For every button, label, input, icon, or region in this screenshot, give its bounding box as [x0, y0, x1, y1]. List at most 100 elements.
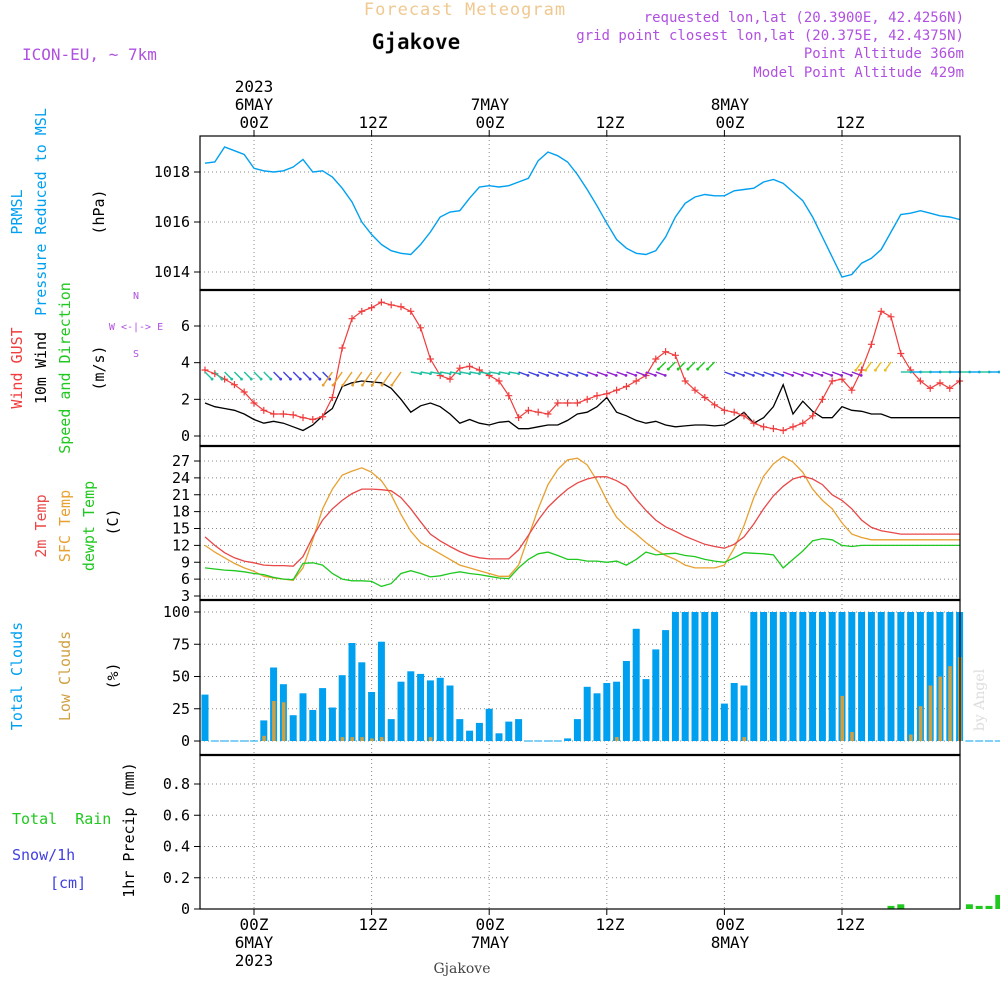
wind-direction-arrowhead: [791, 374, 794, 377]
top-year-label: 2023: [235, 77, 274, 96]
bottom-date-label: 6MAY: [235, 933, 274, 952]
total-cloud-bar: [573, 719, 581, 741]
y-tick-label: 2: [181, 390, 190, 408]
low-cloud-bar: [428, 737, 433, 741]
y-tick-label: 0: [181, 732, 190, 750]
wind-direction-arrow: [802, 371, 813, 377]
wind-direction-arrow: [342, 371, 353, 386]
wind-direction-arrowhead: [830, 374, 834, 377]
top-date-label: 6MAY: [235, 95, 274, 114]
wind-direction-arrow: [440, 371, 451, 375]
wind-direction-arrowhead: [666, 367, 670, 371]
wind-direction-arrow: [508, 371, 519, 375]
total-cloud-bar: [701, 612, 709, 741]
wind-direction-arrowhead: [761, 374, 765, 377]
wind-direction-arrow: [841, 371, 852, 377]
wind-direction-arrowhead: [732, 374, 736, 377]
rain-bar: [897, 904, 905, 909]
wind-gust-marker: [397, 303, 405, 311]
wind-direction-arrowhead: [419, 372, 423, 376]
wind-direction-arrow: [489, 371, 500, 375]
wind-gust-marker: [828, 377, 836, 385]
total-cloud-bar: [289, 715, 297, 741]
wind-direction-arrowhead: [289, 377, 292, 381]
rain-bar: [965, 904, 973, 909]
wind-direction-arrowhead: [595, 374, 598, 377]
wind-gust-marker: [818, 395, 826, 403]
wind-direction-arrow: [645, 371, 656, 377]
requested-coords: requested lon,lat (20.3900E, 42.4256N): [644, 10, 964, 26]
sfc-temp-series-line: [204, 455, 960, 581]
total-cloud-bar: [877, 612, 885, 741]
y-tick-label: 24: [172, 469, 190, 487]
wind-gust-marker: [358, 307, 366, 315]
total-cloud-bar: [681, 612, 689, 741]
total-cloud-bar: [387, 719, 395, 741]
wind-direction-arrowhead: [429, 372, 432, 376]
wind-gust-marker: [740, 412, 748, 420]
wind-gust-label: Wind GUST: [8, 327, 26, 408]
wind-direction-arrow: [596, 371, 607, 377]
wind-direction-arrow: [332, 371, 343, 386]
y-tick-label: 0: [181, 900, 190, 918]
wind-gust-marker: [603, 390, 611, 398]
wind-direction-arrowhead: [820, 374, 824, 377]
total-cloud-bar: [377, 641, 385, 741]
wind-direction-arrowhead: [624, 374, 628, 377]
top-tick-label: 12Z: [359, 113, 388, 132]
wind-gust-marker: [495, 377, 503, 385]
wind-direction-arrow: [528, 371, 539, 377]
wind-panel-labels: Wind GUST 10m Wind Speed and Direction (…: [8, 282, 163, 454]
total-cloud-bar: [769, 612, 777, 741]
temperature-panel-frame: [199, 445, 961, 601]
wind-gust-marker: [887, 313, 895, 321]
wind-direction-arrow: [381, 371, 392, 386]
wind-direction-arrow: [204, 371, 213, 380]
total-cloud-bar: [436, 677, 444, 741]
precip-panel-labels: Total Rain Snow/1h [cm] 1hr Precip (mm): [12, 762, 138, 897]
total-cloud-bar: [446, 685, 454, 741]
low-cloud-bar: [272, 701, 276, 741]
total-cloud-bar: [309, 710, 317, 741]
bottom-tick-label: 00Z: [716, 915, 745, 934]
total-cloud-bar: [260, 720, 268, 741]
wind-direction-arrow: [302, 371, 311, 380]
wind-panel: 0 2 4 6: [181, 290, 1000, 447]
wind-direction-arrowhead: [644, 374, 647, 377]
wind-gust-marker: [632, 377, 640, 385]
total-cloud-bar: [319, 688, 327, 741]
wind-direction-arrow: [884, 361, 892, 371]
wind-gust-marker: [534, 408, 542, 416]
wind-direction-arrowhead: [676, 367, 680, 371]
y-tick-label: 0: [181, 427, 190, 445]
total-cloud-bar: [515, 719, 523, 741]
wind-direction-arrowhead: [390, 383, 394, 387]
wind-direction-arrowhead: [458, 372, 462, 376]
total-cloud-bar: [671, 612, 679, 741]
wind-10m-label: 10m Wind: [32, 332, 50, 404]
wind-direction-arrowhead: [854, 368, 858, 372]
wind-direction-arrowhead: [555, 374, 559, 377]
wind-direction-arrowhead: [864, 368, 868, 372]
y-tick-label: 0.6: [163, 806, 190, 824]
wind-speed-dir-label: Speed and Direction: [56, 282, 74, 454]
wind-direction-arrowhead: [497, 372, 501, 376]
clouds-panel: 0 25 50 75 100: [163, 599, 1000, 756]
pressure-panel: 1014 1016 1018: [154, 135, 961, 291]
wind-gust-marker: [622, 383, 630, 390]
y-tick-label: 3: [181, 587, 190, 605]
wind-direction-arrow: [655, 371, 666, 377]
total-cloud-bar: [407, 671, 415, 741]
bottom-date-label: 8MAY: [711, 933, 750, 952]
wind-direction-arrowhead: [634, 374, 638, 377]
wind-direction-arrowhead: [249, 377, 253, 381]
wind-gust-marker: [809, 412, 817, 420]
low-cloud-bar: [742, 737, 746, 741]
total-cloud-bar: [328, 707, 336, 741]
bottom-tick-label: 00Z: [240, 915, 269, 934]
wind-gust-marker: [711, 401, 719, 409]
wind-gust-marker: [671, 351, 679, 359]
total-cloud-bar: [907, 612, 915, 741]
low-cloud-bar: [938, 676, 942, 741]
wind-direction-arrow: [391, 371, 402, 386]
